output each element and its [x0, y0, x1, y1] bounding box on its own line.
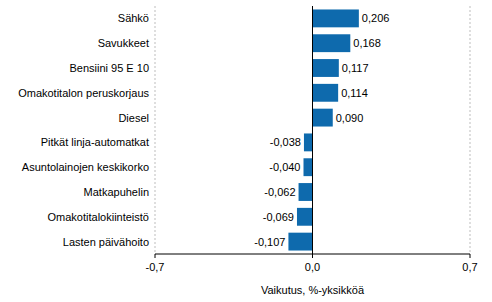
data-label: 0,090 [336, 112, 364, 124]
bar [313, 109, 333, 127]
data-label: 0,114 [341, 87, 368, 99]
data-label: -0,107 [254, 236, 285, 248]
bar [288, 233, 312, 251]
category-label: Omakotitalokiinteistö [48, 211, 150, 223]
category-label: Diesel [118, 112, 149, 124]
data-label: -0,040 [269, 161, 300, 173]
category-label: Pitkät linja-automatkat [41, 136, 149, 148]
category-label: Asuntolainojen keskikorko [22, 161, 149, 173]
tick-label: 0,7 [462, 261, 477, 273]
bar [313, 9, 359, 27]
data-label: -0,069 [263, 211, 294, 223]
bar [304, 133, 313, 151]
data-label: 0,206 [362, 12, 390, 24]
category-label: Matkapuhelin [84, 186, 149, 198]
category-label: Savukkeet [98, 37, 149, 49]
bar [297, 208, 313, 226]
category-label: Lasten päivähoito [63, 236, 149, 248]
data-label: 0,168 [353, 37, 381, 49]
category-label: Sähkö [118, 12, 149, 24]
tick-label: -0,7 [146, 261, 165, 273]
bar [313, 59, 339, 77]
category-label: Bensiini 95 E 10 [70, 62, 150, 74]
data-label: 0,117 [342, 62, 369, 74]
bar [299, 183, 313, 201]
tick-label: 0,0 [305, 261, 320, 273]
data-label: -0,038 [270, 136, 301, 148]
bars [288, 9, 358, 250]
data-label: -0,062 [264, 186, 295, 198]
grid-line [312, 6, 313, 254]
tick-mark [312, 254, 313, 258]
category-label: Omakotitalon peruskorjaus [18, 87, 149, 99]
bar [313, 84, 339, 102]
axis-title: Vaikutus, %-yksikköä [261, 284, 365, 296]
grid-line [155, 6, 156, 254]
zero-line [312, 6, 313, 254]
tick-mark [470, 254, 471, 258]
bar [304, 158, 313, 176]
tick-mark [155, 254, 156, 258]
bar [313, 34, 351, 52]
grid-line [470, 6, 471, 254]
